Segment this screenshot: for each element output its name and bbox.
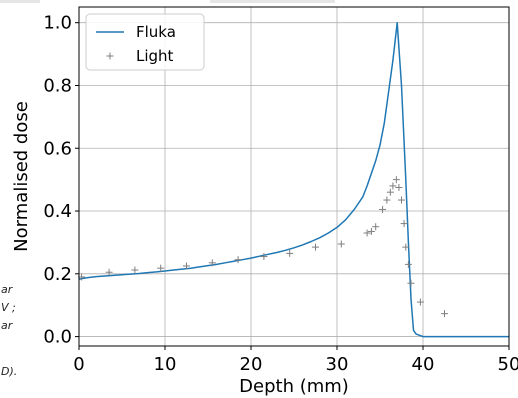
data-point-light <box>208 259 216 267</box>
data-point-light <box>407 279 415 287</box>
top-toolbar-strip-right <box>210 0 335 3</box>
y-tick-label: 0.6 <box>43 138 72 159</box>
data-point-light <box>260 253 268 261</box>
side-text-fragment: ar <box>1 283 13 296</box>
x-tick-label: 10 <box>154 354 177 375</box>
side-text-fragment: ar <box>1 319 13 332</box>
y-tick-label: 0.8 <box>43 75 72 96</box>
series-line-fluka <box>78 21 509 338</box>
data-point-light <box>395 183 403 191</box>
data-point-light <box>363 229 371 237</box>
legend-label: Light <box>136 47 174 65</box>
data-point-light <box>386 188 394 196</box>
data-point-light <box>337 240 345 248</box>
data-point-light <box>131 266 139 274</box>
top-toolbar-strip-left <box>0 0 40 3</box>
legend: Fluka Light <box>85 13 205 71</box>
data-point-light <box>402 243 410 251</box>
x-axis-label: Depth (mm) <box>239 376 349 397</box>
x-tick-label: 50 <box>498 354 518 375</box>
y-axis-label: Normalised dose <box>11 101 32 252</box>
y-tick-label: 1.0 <box>43 13 72 34</box>
data-point-light <box>372 223 380 231</box>
series-layer <box>78 21 509 338</box>
plot-frame <box>78 6 510 347</box>
y-tick-label: 0.0 <box>43 327 72 348</box>
legend-label: Fluka <box>136 23 176 41</box>
data-point-light <box>404 260 412 268</box>
x-tick-label: 40 <box>412 354 435 375</box>
data-point-light <box>389 182 397 190</box>
data-point-light <box>312 243 319 251</box>
side-text-fragment: D). <box>1 365 18 378</box>
data-point-light <box>105 268 113 276</box>
data-point-light <box>234 256 242 264</box>
data-point-light <box>392 176 400 184</box>
data-point-light <box>383 196 391 204</box>
data-point-light <box>183 262 190 270</box>
data-point-light <box>367 227 375 235</box>
data-point-light <box>400 220 408 228</box>
data-point-light <box>286 249 294 257</box>
x-tick-label: 20 <box>240 354 263 375</box>
data-point-light <box>398 196 405 204</box>
data-point-light <box>379 205 387 213</box>
ticks: 0 10 20 30 40 50 0.0 0.2 0.4 0.6 0.8 1.0 <box>43 13 518 375</box>
data-point-light <box>416 298 424 306</box>
legend-box <box>85 13 205 71</box>
side-text-fragment: V ; <box>1 301 16 314</box>
y-tick-label: 0.2 <box>43 264 72 285</box>
data-point-light <box>157 264 165 272</box>
y-tick-label: 0.4 <box>43 201 72 222</box>
x-tick-label: 30 <box>326 354 349 375</box>
data-point-light <box>441 310 448 318</box>
x-tick-label: 0 <box>73 354 84 375</box>
